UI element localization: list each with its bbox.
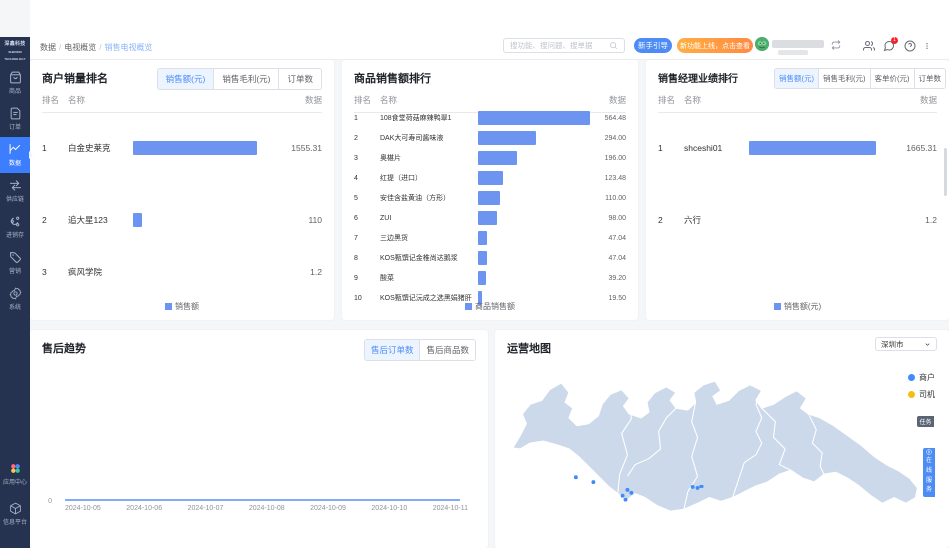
svg-text:0: 0 <box>48 498 52 505</box>
